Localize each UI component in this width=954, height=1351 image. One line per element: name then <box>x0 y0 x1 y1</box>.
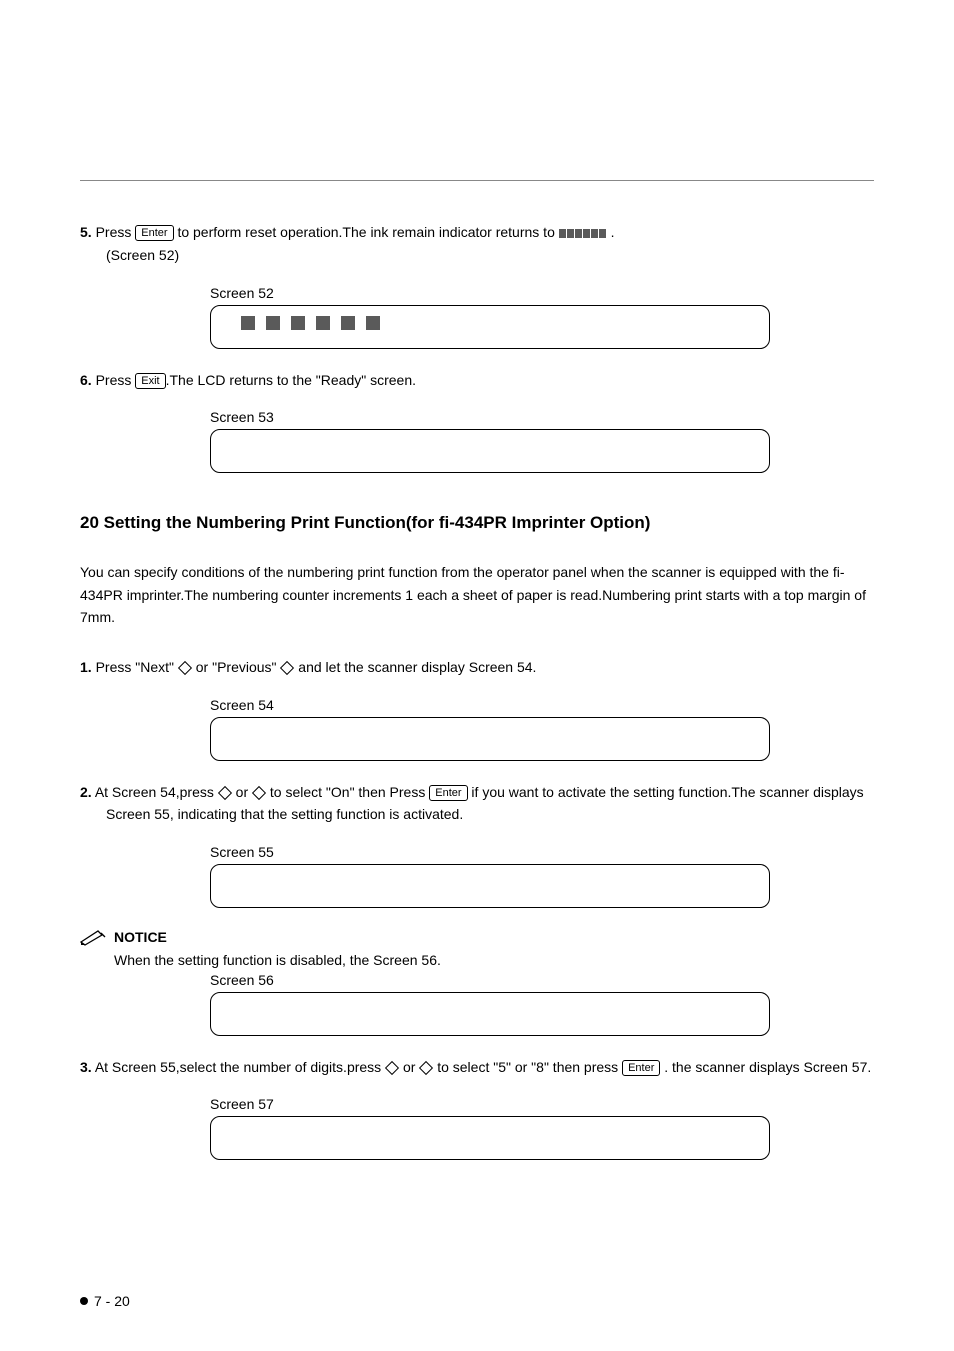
sub3-num: 3. <box>80 1059 92 1075</box>
step5-t2: to perform reset operation.The ink remai… <box>174 224 559 240</box>
step-5: 5. Press Enter to perform reset operatio… <box>80 221 874 267</box>
sub1-t2: or "Previous" <box>192 659 281 675</box>
sub1-t3: and let the scanner display Screen 54. <box>294 659 536 675</box>
exit-key: Exit <box>135 373 165 389</box>
substep-1-text: 1. Press "Next" or "Previous" and let th… <box>80 656 874 678</box>
sub1-t1: Press "Next" <box>96 659 178 675</box>
step5-line2: (Screen 52) <box>106 247 179 263</box>
sub3-t3: to select "5" or "8" then press <box>433 1059 622 1075</box>
pencil-icon <box>80 928 106 946</box>
sub2-t3: to select "On" then Press <box>266 784 429 800</box>
sub1-num: 1. <box>80 659 92 675</box>
substep-2-text: 2. At Screen 54,press or to select "On" … <box>80 781 874 826</box>
footer-bullet-icon <box>80 1297 88 1305</box>
step-6-text: 6. Press Exit.The LCD returns to the "Re… <box>80 369 874 391</box>
step5-t1: Press <box>96 224 136 240</box>
notice-row: NOTICE <box>80 928 874 946</box>
substep-2: 2. At Screen 54,press or to select "On" … <box>80 781 874 826</box>
sub3-t1: At Screen 55,select the number of digits… <box>95 1059 385 1075</box>
substep-3-text: 3. At Screen 55,select the number of dig… <box>80 1056 874 1078</box>
enter-key: Enter <box>622 1060 660 1076</box>
sub3-t2: or <box>399 1059 419 1075</box>
enter-key: Enter <box>429 785 467 801</box>
notice-label: NOTICE <box>114 929 167 945</box>
diamond-icon <box>385 1060 399 1074</box>
screen-56-box <box>210 992 770 1036</box>
screen-54-box <box>210 717 770 761</box>
screen-54-label: Screen 54 <box>210 697 874 713</box>
screen-57-box <box>210 1116 770 1160</box>
sub2-num: 2. <box>80 784 92 800</box>
notice-text: When the setting function is disabled, t… <box>114 952 874 968</box>
screen-55-label: Screen 55 <box>210 844 874 860</box>
step-6: 6. Press Exit.The LCD returns to the "Re… <box>80 369 874 391</box>
step-6-num: 6. <box>80 372 92 388</box>
sub2-t2: or <box>232 784 252 800</box>
ink-indicator-inline <box>559 222 607 244</box>
section-20-heading: 20 Setting the Numbering Print Function(… <box>80 513 874 533</box>
screen-53-box <box>210 429 770 473</box>
sub3-t4: . the scanner displays Screen 57. <box>660 1059 871 1075</box>
step-5-text: 5. Press Enter to perform reset operatio… <box>80 221 874 267</box>
substep-1: 1. Press "Next" or "Previous" and let th… <box>80 656 874 678</box>
screen-57-label: Screen 57 <box>210 1096 874 1112</box>
enter-key: Enter <box>135 225 173 241</box>
screen-52-label: Screen 52 <box>210 285 874 301</box>
diamond-icon <box>218 786 232 800</box>
substep-3: 3. At Screen 55,select the number of dig… <box>80 1056 874 1078</box>
step-5-num: 5. <box>80 224 92 240</box>
screen-55-box <box>210 864 770 908</box>
ink-indicator-box <box>241 316 391 335</box>
diamond-icon <box>419 1060 433 1074</box>
step6-t1: Press <box>96 372 136 388</box>
screen-56-label: Screen 56 <box>210 972 874 988</box>
diamond-icon <box>178 661 192 675</box>
top-rule <box>80 180 874 181</box>
step6-t2: .The LCD returns to the "Ready" screen. <box>166 372 416 388</box>
step5-t3: . <box>607 224 615 240</box>
footer-text: 7 - 20 <box>94 1293 130 1309</box>
page-footer: 7 - 20 <box>80 1293 130 1309</box>
diamond-icon <box>252 786 266 800</box>
diamond-icon <box>280 661 294 675</box>
screen-52-box <box>210 305 770 349</box>
section-20-body: You can specify conditions of the number… <box>80 561 874 628</box>
screen-53-label: Screen 53 <box>210 409 874 425</box>
sub2-t1: At Screen 54,press <box>95 784 218 800</box>
